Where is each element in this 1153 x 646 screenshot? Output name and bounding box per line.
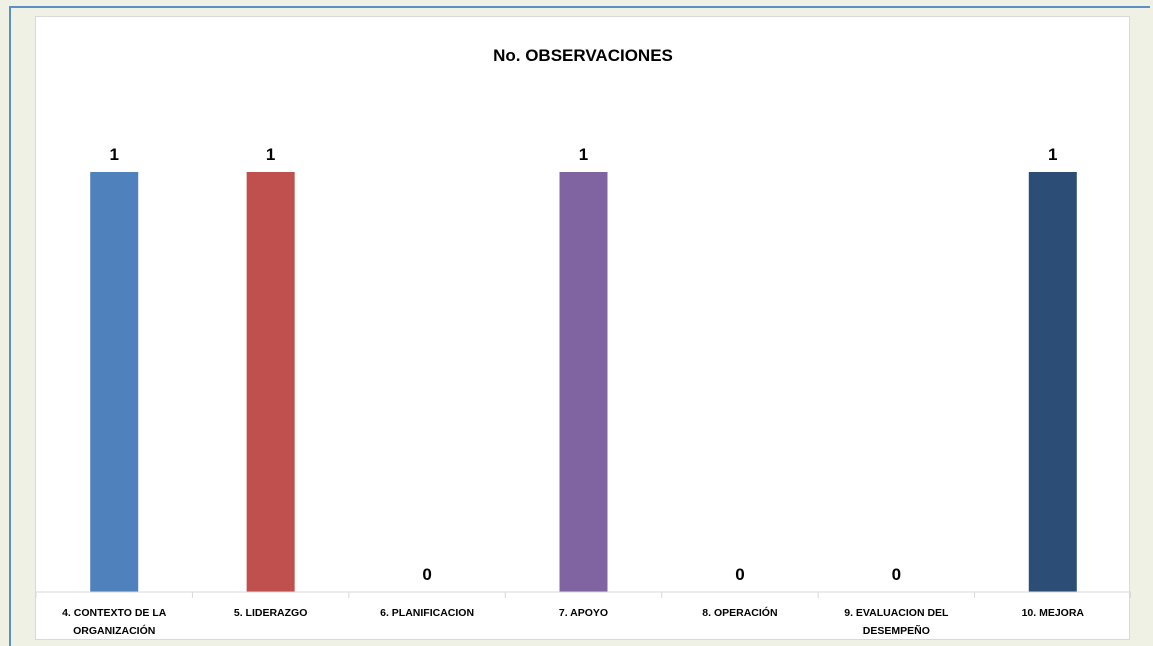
- chart-area: No. OBSERVACIONES 1 1 0 1 0 0 1 4. CONTEXTO DE…: [35, 16, 1131, 640]
- x-tick-label-3: 6. PLANIFICACION: [380, 607, 474, 619]
- bar-2: [246, 172, 295, 592]
- data-label-6: 0: [892, 565, 901, 584]
- x-tick-label-2: 5. LIDERAZGO: [234, 607, 308, 619]
- data-label-1: 1: [109, 145, 118, 164]
- x-tick-label-6: 9. EVALUACION DEL DESEMPEÑO: [844, 607, 949, 637]
- data-labels-group: 1 1 0 1 0 0 1: [109, 145, 1057, 584]
- x-axis-ticks: [36, 592, 1131, 598]
- bar-chart: No. OBSERVACIONES 1 1 0 1 0 0 1 4. CONTEXTO DE…: [36, 46, 1131, 637]
- data-label-4: 1: [579, 145, 588, 164]
- data-label-3: 0: [422, 565, 431, 584]
- x-tick-label-4: 7. APOYO: [559, 607, 608, 619]
- bar-4: [559, 172, 608, 592]
- x-axis-tick-labels: 4. CONTEXTO DE LA ORGANIZACIÓN 5. LIDERAZG…: [62, 606, 1084, 637]
- x-tick-label-7: 10. MEJORA: [1022, 607, 1085, 619]
- chart-title: No. OBSERVACIONES: [493, 46, 673, 65]
- x-tick-label-1: 4. CONTEXTO DE LA ORGANIZACIÓN: [62, 607, 167, 637]
- data-label-5: 0: [735, 565, 744, 584]
- bar-7: [1028, 172, 1077, 592]
- data-label-7: 1: [1048, 145, 1057, 164]
- data-label-2: 1: [266, 145, 275, 164]
- chart-frame: No. OBSERVACIONES 1 1 0 1 0 0 1 4. CONTEXTO DE…: [9, 6, 1150, 646]
- x-tick-label-5: 8. OPERACIÓN: [702, 606, 777, 619]
- bars-group: [90, 172, 1077, 592]
- bar-1: [90, 172, 139, 592]
